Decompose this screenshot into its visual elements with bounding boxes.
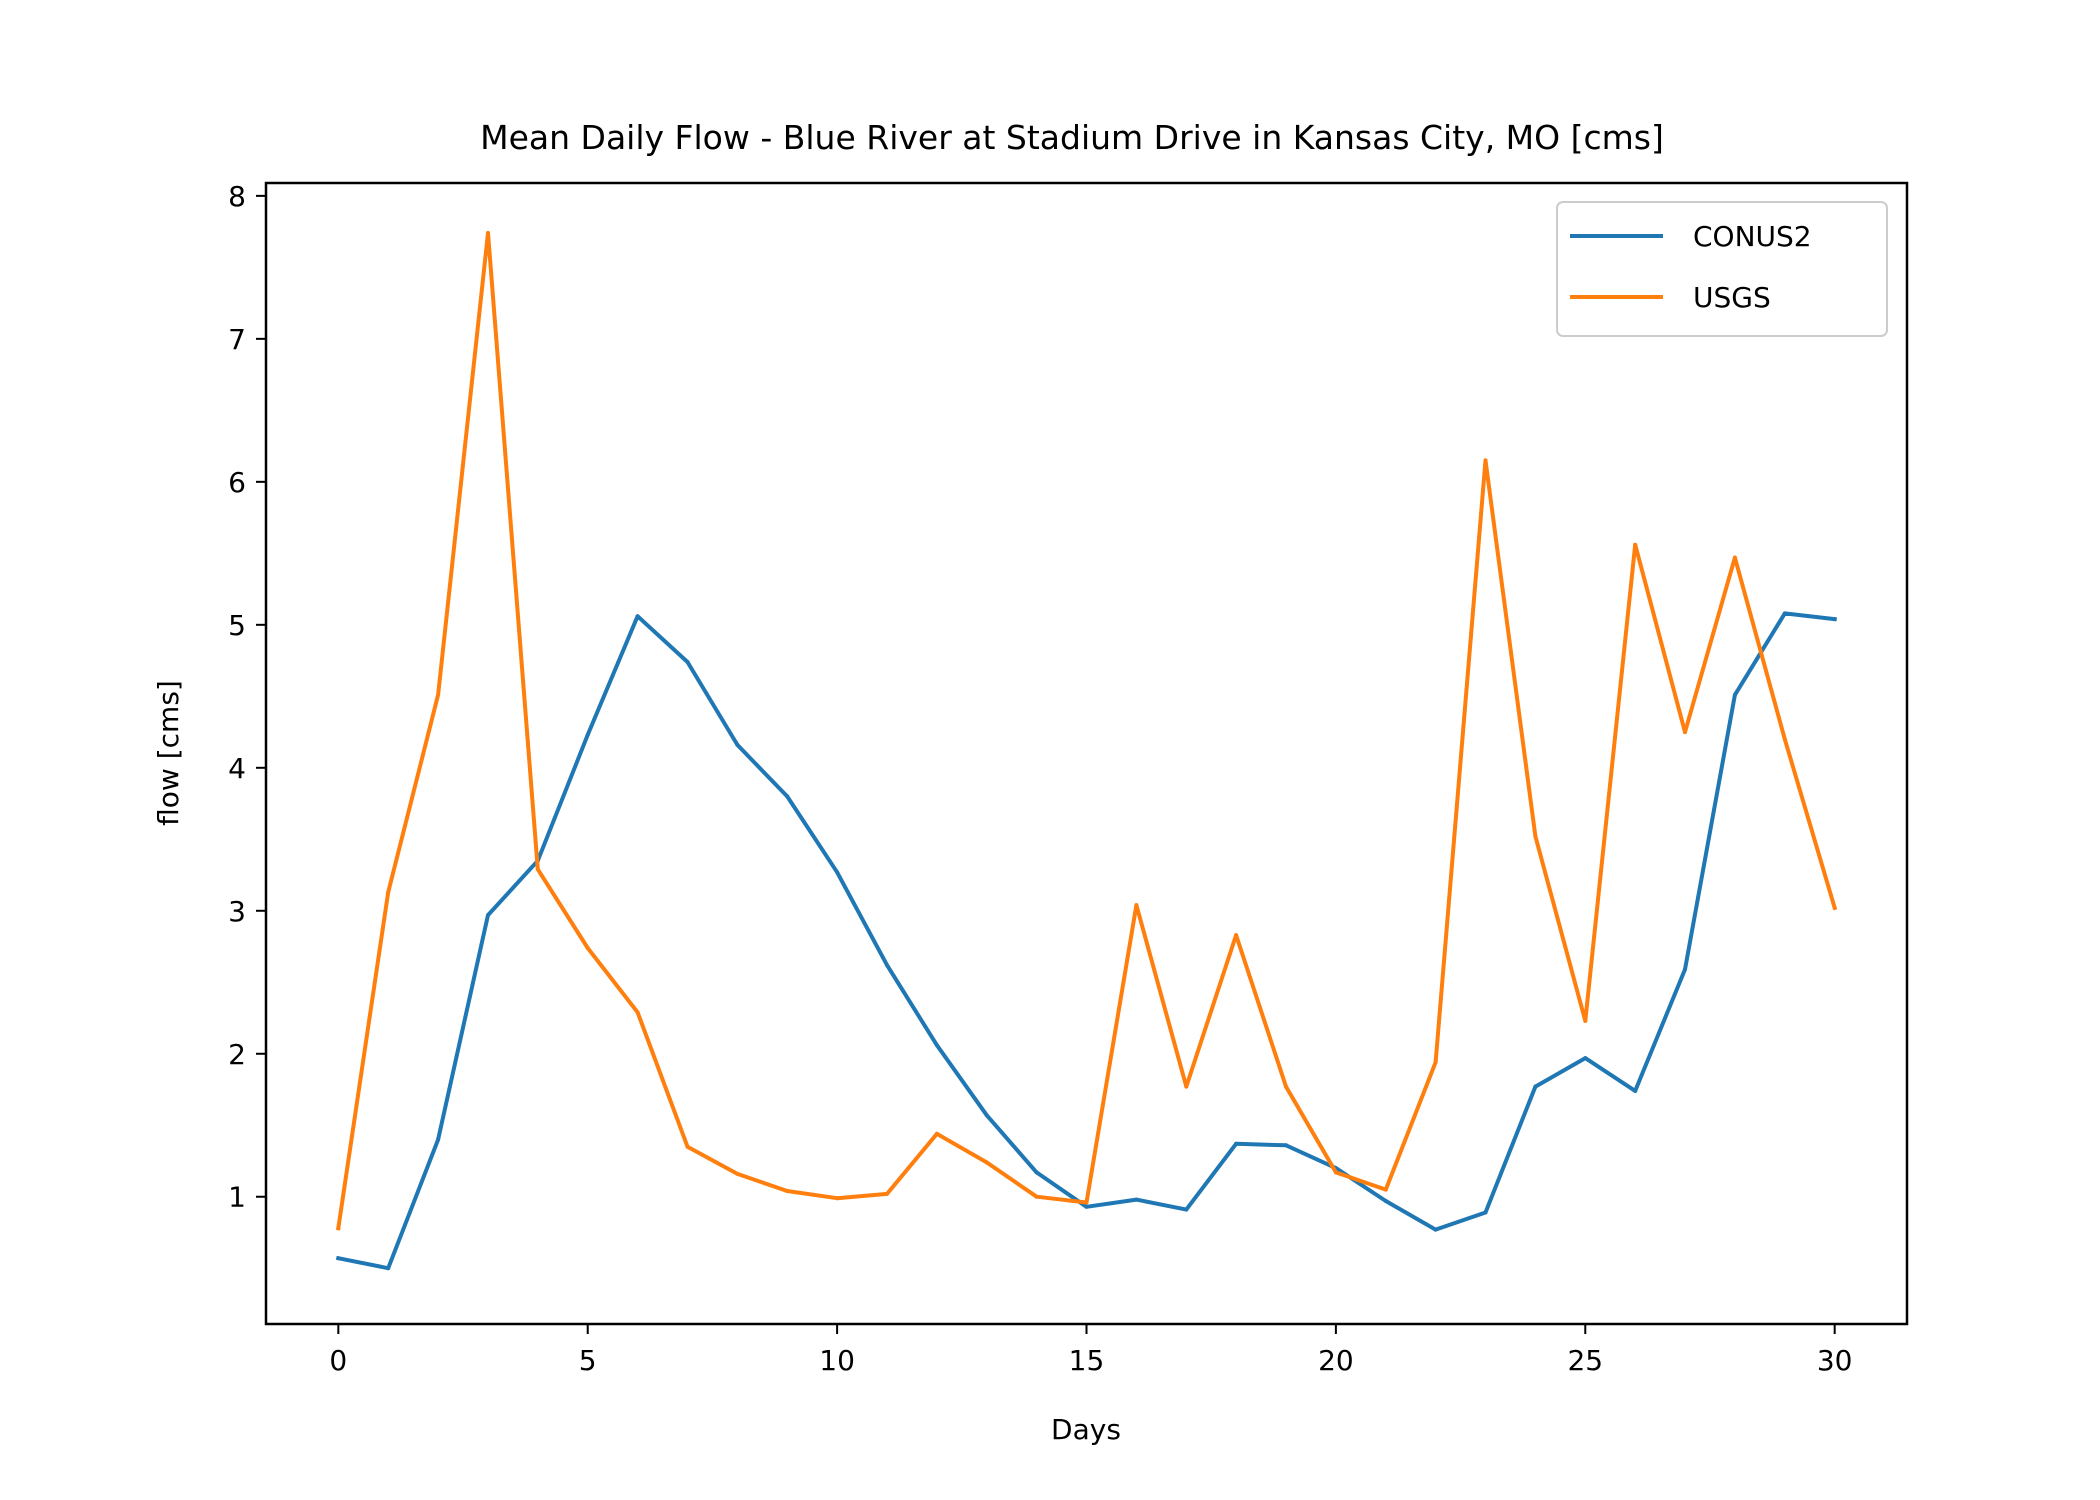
data-point-usgs [1483, 458, 1488, 463]
x-tick-label: 15 [1069, 1344, 1105, 1377]
data-point-usgs [1782, 737, 1787, 742]
data-point-usgs [1034, 1194, 1039, 1199]
data-point-usgs [835, 1196, 840, 1201]
data-point-conus2 [1234, 1141, 1239, 1146]
legend-label-usgs: USGS [1693, 281, 1771, 314]
y-tick-label: 1 [228, 1181, 246, 1214]
data-point-conus2 [785, 794, 790, 799]
data-point-conus2 [1034, 1170, 1039, 1175]
y-axis: 1 2 3 4 5 6 7 8 [228, 180, 266, 1214]
y-tick-label: 6 [228, 466, 246, 499]
y-tick-label: 3 [228, 895, 246, 928]
chart-title: Mean Daily Flow - Blue River at Stadium … [480, 118, 1664, 157]
data-point-conus2 [436, 1137, 441, 1142]
x-tick-label: 20 [1318, 1344, 1354, 1377]
series-layer [335, 231, 1838, 1271]
y-axis-label: flow [cms] [152, 680, 185, 826]
data-point-usgs [1333, 1170, 1338, 1175]
data-point-conus2 [835, 870, 840, 875]
data-point-usgs [486, 231, 490, 235]
y-tick-label: 5 [228, 609, 246, 642]
data-point-conus2 [1583, 1056, 1588, 1061]
data-point-usgs [1234, 933, 1239, 938]
data-point-usgs [386, 890, 391, 895]
data-point-conus2 [1084, 1204, 1089, 1209]
data-point-usgs [1633, 542, 1638, 547]
data-point-conus2 [1383, 1199, 1388, 1203]
data-point-usgs [1583, 1018, 1588, 1023]
legend[interactable]: CONUS2 USGS [1556, 201, 1888, 337]
data-point-conus2 [386, 1266, 391, 1271]
data-point-usgs [1184, 1084, 1189, 1089]
data-point-conus2 [486, 913, 490, 918]
y-tick-label: 2 [228, 1038, 246, 1071]
data-point-conus2 [885, 963, 889, 968]
x-tick-label: 5 [579, 1344, 597, 1377]
x-tick-label: 0 [329, 1344, 347, 1377]
data-point-usgs [1433, 1060, 1438, 1065]
data-point-conus2 [685, 660, 690, 664]
plot-frame [264, 181, 1909, 1326]
data-point-conus2 [1134, 1197, 1139, 1202]
data-point-conus2 [1184, 1207, 1189, 1212]
data-point-conus2 [1633, 1088, 1638, 1093]
data-point-usgs [685, 1144, 690, 1149]
x-tick-label: 25 [1567, 1344, 1603, 1377]
data-point-usgs [585, 946, 590, 950]
data-point-conus2 [984, 1113, 989, 1118]
data-point-usgs [1084, 1200, 1089, 1205]
data-point-usgs [535, 867, 540, 872]
data-point-usgs [1732, 555, 1737, 560]
x-tick-label: 10 [819, 1344, 855, 1377]
x-axis-label: Days [1051, 1413, 1121, 1446]
data-point-conus2 [1782, 611, 1787, 616]
y-tick-label: 7 [228, 323, 246, 356]
data-point-usgs [1284, 1084, 1288, 1089]
data-point-conus2 [1683, 967, 1687, 972]
legend-label-conus2: CONUS2 [1693, 220, 1812, 253]
data-point-conus2 [735, 742, 740, 747]
data-point-usgs [436, 692, 441, 697]
data-point-usgs [1832, 905, 1837, 910]
data-point-conus2 [1832, 617, 1837, 622]
data-point-conus2 [1533, 1084, 1538, 1089]
data-point-usgs [984, 1160, 989, 1165]
x-tick-label: 30 [1817, 1344, 1853, 1377]
data-point-conus2 [336, 1256, 341, 1261]
series-line-conus2 [335, 611, 1837, 1271]
data-point-conus2 [1483, 1210, 1488, 1215]
data-point-usgs [1383, 1187, 1388, 1192]
y-tick-label: 8 [228, 180, 246, 213]
data-point-usgs [885, 1191, 889, 1196]
data-point-usgs [336, 1226, 341, 1231]
data-point-usgs [635, 1010, 640, 1015]
data-point-usgs [735, 1171, 740, 1176]
data-point-conus2 [635, 614, 640, 619]
series-line-usgs [336, 231, 1838, 1231]
data-point-usgs [1683, 730, 1687, 735]
data-point-conus2 [1433, 1227, 1438, 1232]
data-point-conus2 [934, 1043, 939, 1048]
data-point-conus2 [585, 732, 590, 737]
data-point-usgs [934, 1131, 939, 1136]
data-point-usgs [785, 1189, 790, 1193]
data-point-conus2 [1732, 692, 1737, 697]
data-point-conus2 [1284, 1143, 1288, 1148]
y-tick-label: 4 [228, 752, 246, 785]
data-point-usgs [1533, 834, 1538, 839]
x-axis: 0 5 10 15 20 25 30 [329, 1324, 1852, 1377]
data-point-usgs [1134, 903, 1139, 908]
